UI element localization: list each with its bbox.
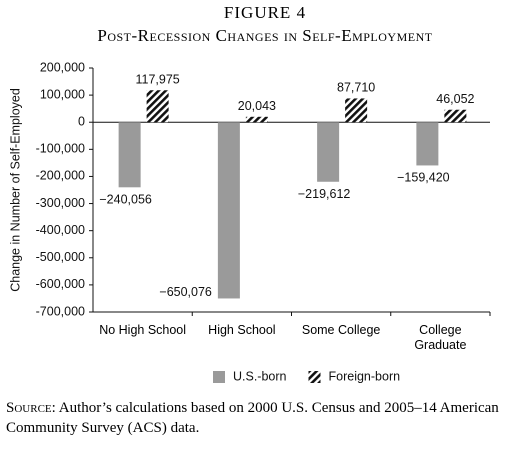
bar: [146, 90, 169, 123]
value-label: −650,076: [159, 285, 212, 299]
value-label: −159,420: [397, 171, 450, 185]
bar: [245, 116, 268, 123]
legend-label: U.S.-born: [233, 369, 287, 383]
y-tick-label: -400,000: [36, 223, 85, 237]
bar: [217, 122, 240, 299]
x-tick-label: No High School: [99, 323, 187, 337]
y-tick-label: 100,000: [40, 87, 85, 101]
y-tick-label: -600,000: [36, 277, 85, 291]
x-tick-label: Some College: [301, 323, 381, 337]
bar: [317, 122, 340, 182]
bar: [444, 109, 467, 123]
source-note: Source: Author’s calculations based on 2…: [6, 398, 521, 438]
value-label: −240,056: [99, 193, 152, 207]
source-label: Source:: [6, 400, 56, 416]
chart: Change in Number of Self-Employed 200,00…: [8, 60, 491, 383]
value-label: 20,043: [238, 99, 276, 113]
bar: [416, 122, 439, 166]
value-label: 117,975: [135, 73, 179, 87]
y-tick-label: -700,000: [36, 304, 85, 318]
y-tick-label: 0: [78, 115, 85, 129]
x-tick-label: College Graduate: [414, 323, 467, 352]
bar: [118, 122, 141, 188]
figure-label: FIGURE 4: [223, 3, 307, 22]
bar: [345, 98, 368, 123]
legend-swatch: [213, 371, 225, 383]
y-axis-title: Change in Number of Self-Employed: [8, 88, 22, 292]
y-tick-label: 200,000: [40, 60, 85, 74]
legend-label: Foreign-born: [329, 369, 401, 383]
y-tick-label: -500,000: [36, 250, 85, 264]
y-tick-label: -300,000: [36, 196, 85, 210]
legend-swatch: [308, 371, 321, 383]
value-label: 46,052: [436, 92, 474, 106]
value-label: −219,612: [298, 187, 351, 201]
value-label: 87,710: [337, 81, 375, 95]
y-tick-label: -100,000: [36, 142, 85, 156]
x-tick-label: High School: [208, 323, 276, 337]
source-text: Author’s calculations based on 2000 U.S.…: [6, 400, 499, 436]
y-tick-label: -200,000: [36, 169, 85, 183]
chart-title: Post-Recession Changes in Self-Employmen…: [97, 26, 433, 45]
